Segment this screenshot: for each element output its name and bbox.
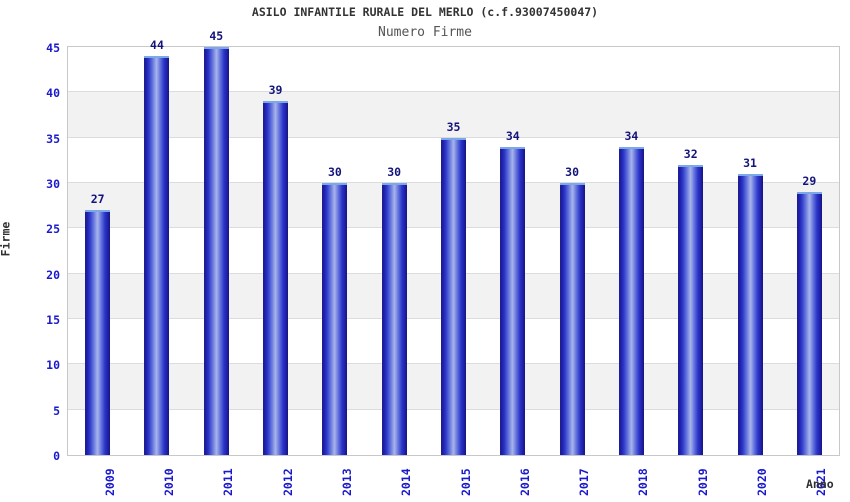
x-tick-label: 2015 [458,468,473,496]
gridline [68,136,839,138]
x-axis-ticks: 2009 2010 2011 2012 2013 2014 2015 2016 2017 2018… [67,462,840,502]
y-tick-label: 25 [46,222,60,237]
y-axis-label: Firme [0,221,13,257]
plot-area: 27 44 45 39 30 30 35 34 30 34 32 31 29 [67,29,840,456]
x-axis-label: Anno [806,477,834,491]
bar[interactable] [85,210,111,455]
bar[interactable] [559,183,585,455]
x-tick-label: 2020 [755,468,770,496]
chart-subtitle: Numero Firme [378,25,472,40]
bar-value-label: 34 [505,128,520,143]
bar-value-label: 35 [446,119,461,134]
y-tick-label: 30 [46,177,60,191]
x-tick-label: 2011 [221,468,236,496]
bar-value-label: 30 [565,165,580,179]
bar[interactable] [618,146,644,455]
y-tick-label: 40 [46,86,60,101]
y-tick-label: 45 [46,41,60,55]
bar[interactable] [678,164,704,455]
bar-value-label: 39 [268,83,283,98]
bar[interactable] [144,56,170,455]
bar-value-label: 31 [743,155,757,170]
y-tick-label: 15 [46,313,60,327]
x-tick-label: 2014 [399,468,414,496]
gridline [68,91,839,93]
bar[interactable] [796,192,822,455]
y-axis-ticks: 0 5 10 15 20 25 30 35 40 45 [0,41,60,463]
bar-value-label: 34 [624,128,639,143]
x-tick-label: 2010 [161,468,176,496]
bar-value-label: 30 [327,165,342,179]
bar[interactable] [381,183,407,455]
bar-value-label: 30 [387,165,402,179]
bar-value-label: 27 [90,192,105,207]
y-tick-label: 20 [46,267,60,282]
bar-value-label: 44 [150,38,164,53]
chart-title: ASILO INFANTILE RURALE DEL MERLO (c.f.93… [251,5,599,19]
y-tick-label: 35 [46,131,60,146]
x-tick-label: 2019 [695,468,710,496]
x-tick-label: 2013 [339,468,354,496]
y-tick-label: 10 [46,358,60,373]
bar[interactable] [203,47,229,455]
x-tick-label: 2012 [280,468,295,496]
x-tick-label: 2018 [636,468,651,496]
bar[interactable] [500,146,526,455]
x-tick-label: 2016 [517,468,532,496]
y-tick-label: 0 [53,449,60,463]
bar-value-label: 45 [209,29,224,43]
background-band [68,92,839,138]
bar[interactable] [263,101,289,455]
bar[interactable] [322,183,348,455]
bar[interactable] [441,137,466,455]
x-tick-label: 2009 [102,468,117,496]
x-tick-label: 2017 [577,468,592,496]
bar-value-label: 29 [802,174,817,189]
bar[interactable] [737,173,763,455]
y-tick-label: 5 [53,403,60,418]
bar-value-label: 32 [683,146,698,161]
